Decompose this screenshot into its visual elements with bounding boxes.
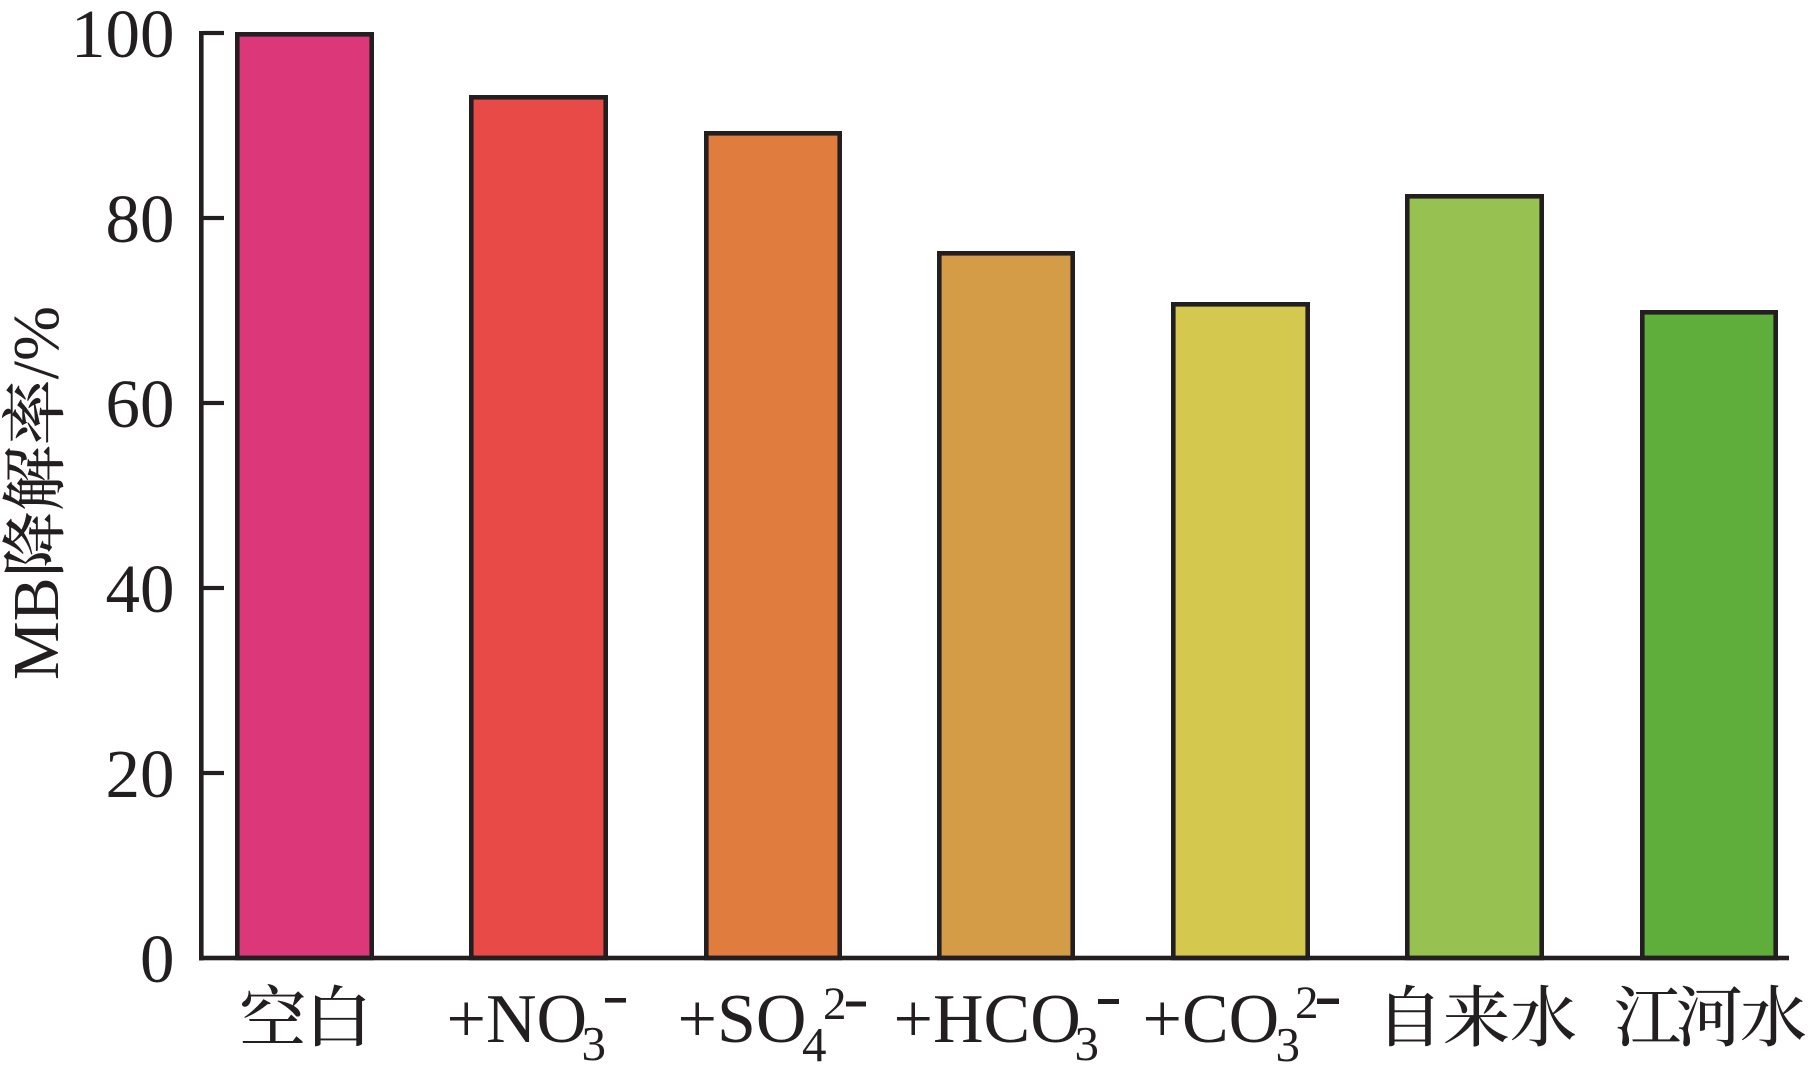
- svg-text:3: 3: [1276, 1017, 1301, 1072]
- svg-text:100: 100: [71, 0, 175, 72]
- svg-text:3: 3: [582, 1016, 607, 1071]
- svg-text:+CO: +CO: [1143, 981, 1280, 1058]
- svg-text:+NO: +NO: [447, 981, 588, 1058]
- svg-text:+HCO: +HCO: [894, 981, 1081, 1058]
- svg-text:3: 3: [1075, 1016, 1100, 1071]
- svg-text:80: 80: [106, 181, 175, 257]
- svg-text:2: 2: [1295, 977, 1319, 1029]
- svg-text:0: 0: [140, 921, 175, 997]
- svg-text:/%: /%: [0, 306, 73, 379]
- svg-text:4: 4: [802, 1017, 827, 1072]
- svg-text:40: 40: [106, 551, 175, 627]
- svg-text:2: 2: [823, 978, 847, 1030]
- svg-text:60: 60: [106, 366, 175, 442]
- svg-text:MB: MB: [0, 577, 73, 680]
- svg-text:+SO: +SO: [678, 981, 807, 1058]
- svg-text:20: 20: [106, 736, 175, 812]
